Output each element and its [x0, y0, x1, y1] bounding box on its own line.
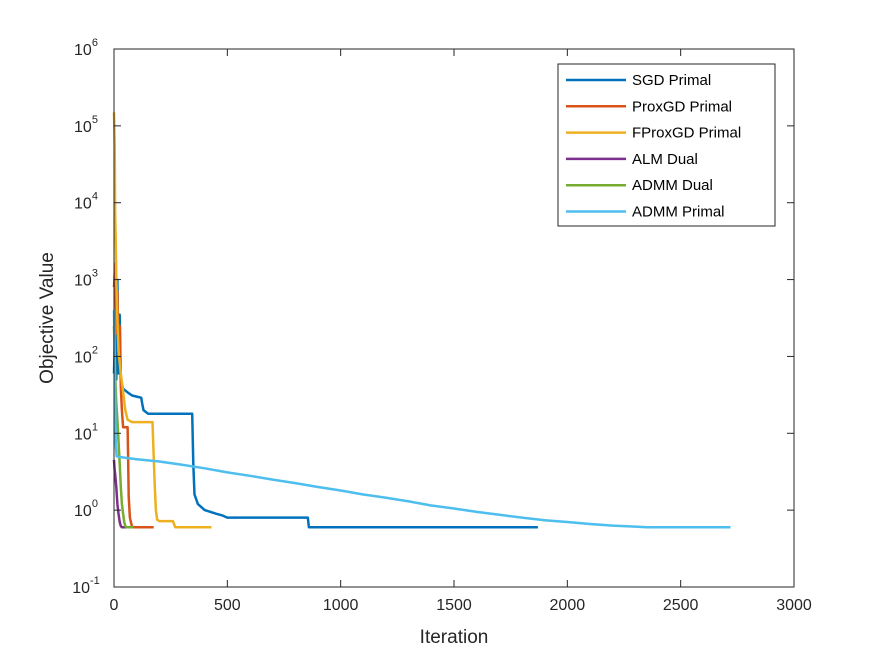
axes-layer: [113, 48, 795, 588]
series-line-2: [112, 112, 212, 529]
y-axis-label: Objective Value: [37, 252, 58, 384]
y-tick-label: 101: [74, 421, 98, 443]
series-line-5: [112, 310, 731, 529]
legend-label-5: ADMM Primal: [632, 204, 725, 221]
legend-label-1: ProxGD Primal: [632, 98, 732, 115]
series-line-3: [112, 459, 128, 529]
x-axis-label: Iteration: [420, 627, 489, 648]
x-tick-label: 2500: [663, 597, 699, 614]
tick-label-layer: 0 500 1000 1500 2000 2500 3000 10-1 100 101 102 103…: [72, 37, 812, 614]
legend: SGD Primal ProxGD Primal FProxGD Primal ALM…: [557, 63, 776, 227]
series-line-4: [112, 325, 134, 529]
x-tick-label: 500: [214, 597, 241, 614]
y-tick-label: 102: [74, 344, 98, 366]
legend-label-3: ALM Dual: [632, 151, 698, 168]
x-tick-label: 2000: [550, 597, 586, 614]
x-tick-label: 0: [110, 597, 119, 614]
x-tick-label: 1500: [436, 597, 472, 614]
y-tick-label: 105: [74, 114, 98, 136]
y-tick-label: 10-1: [72, 575, 100, 597]
legend-box: [557, 63, 776, 227]
y-tick-label: 100: [74, 498, 98, 520]
x-tick-label: 1000: [323, 597, 359, 614]
y-tick-label: 103: [74, 268, 98, 290]
x-tick-label: 3000: [776, 597, 812, 614]
legend-label-4: ADMM Dual: [632, 177, 713, 194]
legend-label-2: FProxGD Primal: [632, 125, 741, 142]
y-tick-label: 104: [74, 191, 98, 213]
legend-label-0: SGD Primal: [632, 72, 711, 89]
series-layer: [112, 112, 731, 529]
y-tick-label: 106: [74, 37, 98, 59]
